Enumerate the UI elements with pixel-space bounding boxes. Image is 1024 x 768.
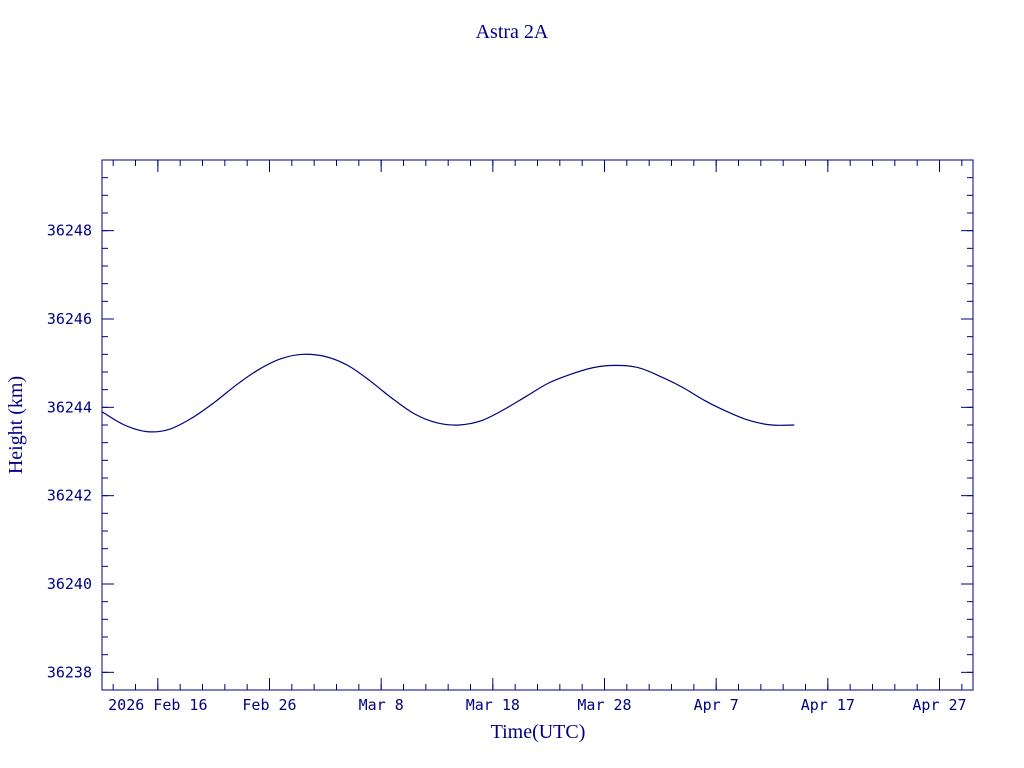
y-tick-label: 36244 [47, 398, 92, 416]
chart-title: Astra 2A [476, 21, 549, 43]
series-line [101, 353, 795, 433]
y-tick-label: 36246 [47, 310, 92, 328]
x-tick-label: Mar 28 [577, 696, 631, 714]
y-axis-tick-labels: 36238 36240 36242 36244 36246 36248 [47, 222, 92, 682]
x-tick-label: 2026 Feb 16 [108, 696, 207, 714]
y-tick-label: 36238 [47, 663, 92, 681]
x-axis-ticks [112, 160, 963, 690]
y-axis-label: Height (km) [5, 376, 27, 474]
x-axis-tick-labels: 2026 Feb 16 Feb 26 Mar 8 Mar 18 Mar 28 Apr 7 A… [108, 696, 966, 714]
x-tick-label: Mar 8 [359, 696, 404, 714]
y-tick-label: 36248 [47, 222, 92, 240]
x-tick-label: Apr 27 [912, 696, 966, 714]
y-axis-ticks [102, 159, 973, 691]
x-tick-label: Apr 17 [801, 696, 855, 714]
plot-frame [101, 159, 974, 691]
x-tick-label: Mar 18 [466, 696, 520, 714]
x-axis-label: Time(UTC) [491, 721, 586, 743]
x-tick-label: Feb 26 [242, 696, 296, 714]
x-tick-label: Apr 7 [694, 696, 739, 714]
y-tick-label: 36242 [47, 487, 92, 505]
y-tick-label: 36240 [47, 575, 92, 593]
